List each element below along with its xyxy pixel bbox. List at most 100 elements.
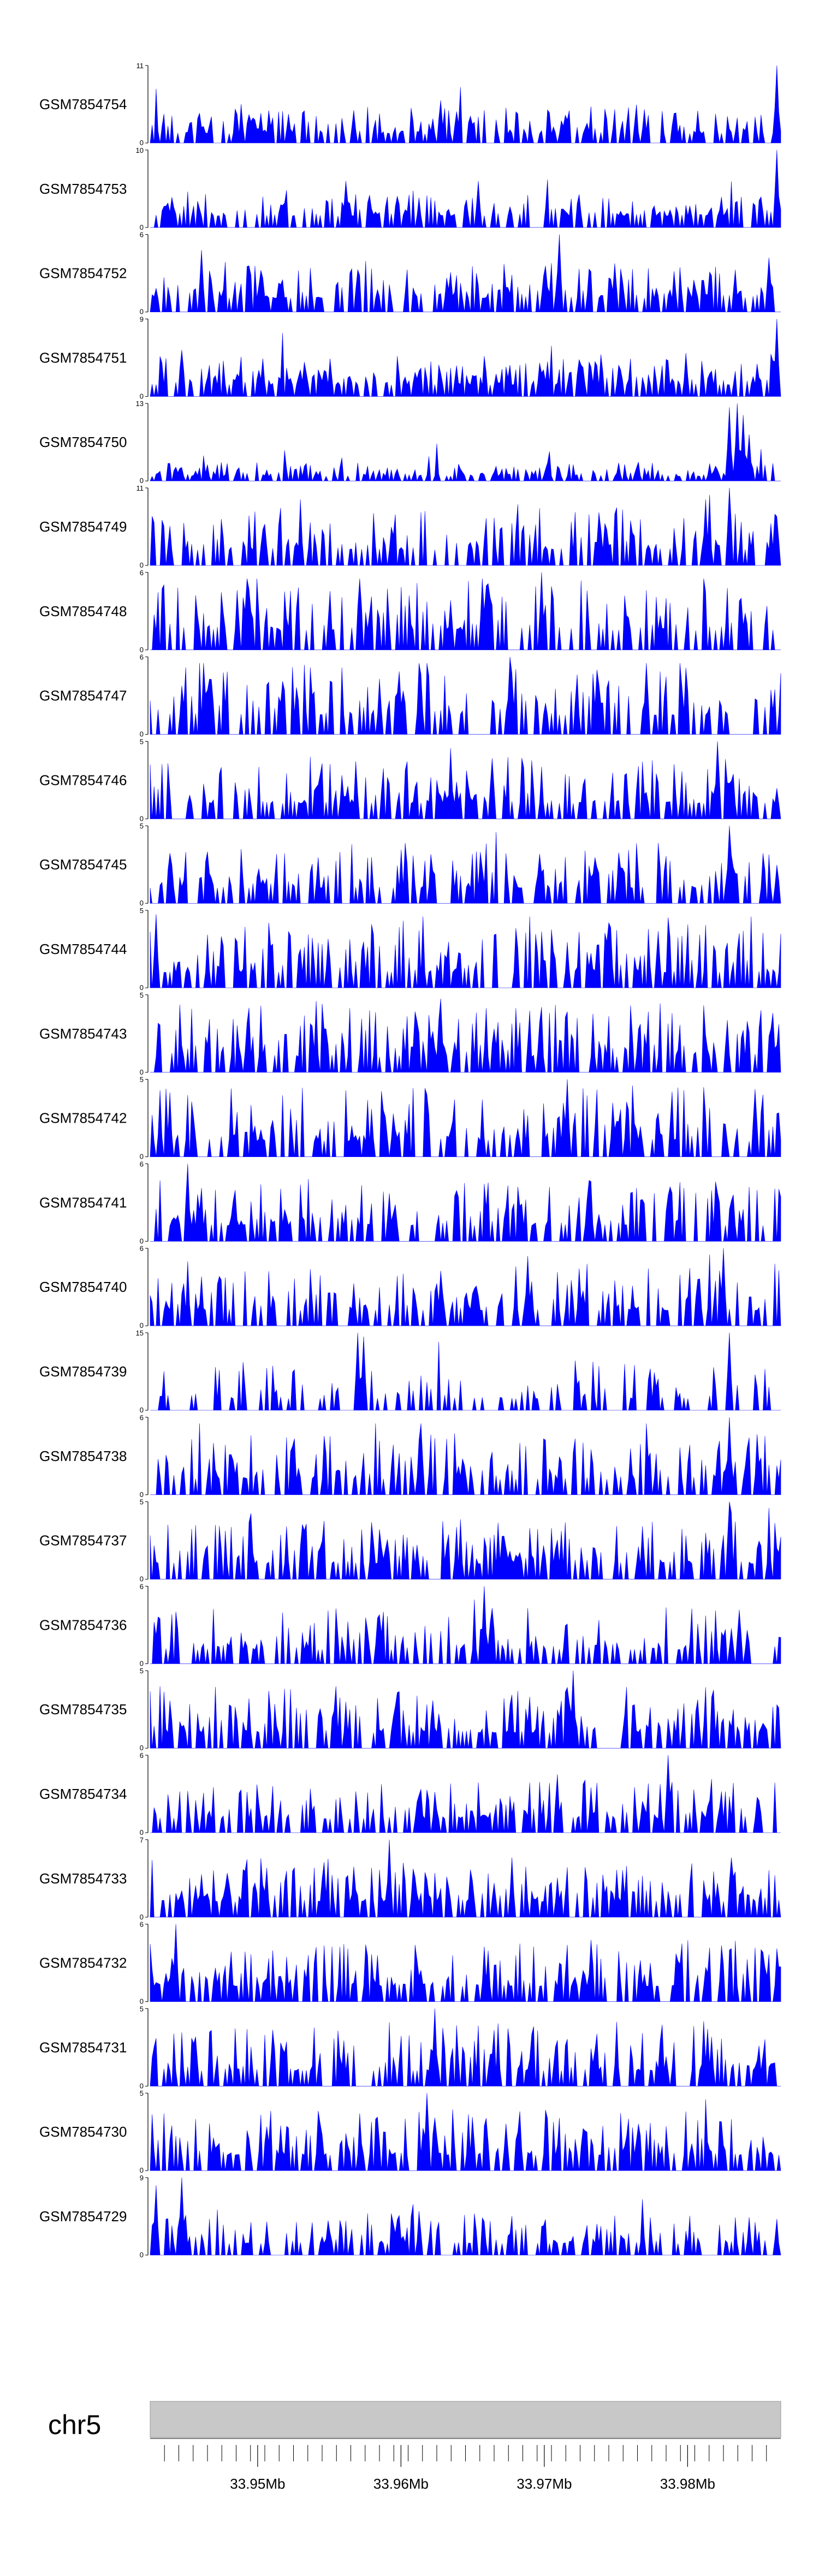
signal-area bbox=[150, 1839, 781, 1918]
track-label: GSM7854742 bbox=[39, 1110, 127, 1126]
track-label: GSM7854745 bbox=[39, 856, 127, 873]
y-max-label: 15 bbox=[136, 1329, 144, 1337]
track-GSM7854729: GSM7854729 9 0 bbox=[39, 2174, 781, 2259]
chromosome-ideogram bbox=[150, 2401, 781, 2438]
y-min-label: 0 bbox=[140, 983, 144, 992]
y-min-label: 0 bbox=[140, 814, 144, 822]
y-min-label: 0 bbox=[140, 1744, 144, 1752]
y-min-label: 0 bbox=[140, 730, 144, 738]
track-GSM7854742: GSM7854742 5 0 bbox=[39, 1076, 781, 1161]
signal-area bbox=[150, 403, 781, 482]
y-min-label: 0 bbox=[140, 1153, 144, 1161]
track-GSM7854738: GSM7854738 6 0 bbox=[39, 1414, 781, 1499]
y-min-label: 0 bbox=[140, 139, 144, 147]
track-label: GSM7854732 bbox=[39, 1955, 127, 1971]
track-label: GSM7854743 bbox=[39, 1025, 127, 1042]
y-min-label: 0 bbox=[140, 392, 144, 400]
track-GSM7854736: GSM7854736 6 0 bbox=[39, 1582, 781, 1667]
y-min-label: 0 bbox=[140, 1575, 144, 1583]
track-label: GSM7854741 bbox=[39, 1194, 127, 1211]
track-GSM7854734: GSM7854734 6 0 bbox=[39, 1751, 781, 1836]
track-GSM7854730: GSM7854730 5 0 bbox=[39, 2089, 781, 2174]
track-label: GSM7854747 bbox=[39, 688, 127, 704]
track-label: GSM7854734 bbox=[39, 1786, 127, 1802]
track-label: GSM7854740 bbox=[39, 1279, 127, 1295]
x-tick-label: 33.95Mb bbox=[230, 2476, 285, 2492]
x-tick-label: 33.96Mb bbox=[373, 2476, 429, 2492]
track-GSM7854743: GSM7854743 5 0 bbox=[39, 991, 781, 1076]
signal-area bbox=[150, 487, 781, 566]
x-tick-label: 33.98Mb bbox=[660, 2476, 715, 2492]
signal-area bbox=[150, 1586, 781, 1664]
y-max-label: 5 bbox=[140, 1498, 144, 1506]
y-max-label: 5 bbox=[140, 907, 144, 915]
track-label: GSM7854748 bbox=[39, 603, 127, 619]
track-GSM7854733: GSM7854733 7 0 bbox=[39, 1836, 781, 1921]
y-max-label: 6 bbox=[140, 1751, 144, 1760]
track-label: GSM7854729 bbox=[39, 2208, 127, 2225]
track-GSM7854739: GSM7854739 15 0 bbox=[39, 1329, 781, 1414]
track-label: GSM7854731 bbox=[39, 2039, 127, 2055]
track-GSM7854749: GSM7854749 11 0 bbox=[39, 484, 781, 569]
track-label: GSM7854754 bbox=[39, 96, 127, 112]
chromosome-label: chr5 bbox=[48, 2410, 101, 2440]
signal-area bbox=[150, 1924, 781, 2002]
signal-area bbox=[150, 2008, 781, 2086]
track-label: GSM7854736 bbox=[39, 1617, 127, 1633]
y-min-label: 0 bbox=[140, 2251, 144, 2259]
track-label: GSM7854735 bbox=[39, 1701, 127, 1718]
track-label: GSM7854749 bbox=[39, 518, 127, 535]
y-min-label: 0 bbox=[140, 476, 144, 485]
y-min-label: 0 bbox=[140, 1321, 144, 1329]
y-min-label: 0 bbox=[140, 1828, 144, 1836]
signal-area bbox=[150, 1417, 781, 1495]
track-GSM7854751: GSM7854751 9 0 bbox=[39, 315, 781, 400]
y-min-label: 0 bbox=[140, 646, 144, 654]
track-GSM7854747: GSM7854747 6 0 bbox=[39, 653, 781, 738]
y-max-label: 11 bbox=[136, 484, 144, 492]
y-min-label: 0 bbox=[140, 1659, 144, 1667]
track-GSM7854748: GSM7854748 6 0 bbox=[39, 569, 781, 654]
track-label: GSM7854750 bbox=[39, 434, 127, 450]
signal-area bbox=[150, 234, 781, 312]
track-label: GSM7854744 bbox=[39, 941, 127, 957]
track-GSM7854753: GSM7854753 10 0 bbox=[39, 146, 781, 231]
y-max-label: 6 bbox=[140, 231, 144, 239]
signal-area bbox=[150, 1671, 781, 1749]
genome-axis: chr5 33.95Mb 33.96Mb 33.97Mb 33.98Mb bbox=[48, 2401, 781, 2492]
track-label: GSM7854746 bbox=[39, 772, 127, 788]
y-min-label: 0 bbox=[140, 2166, 144, 2174]
track-label: GSM7854733 bbox=[39, 1870, 127, 1887]
y-max-label: 6 bbox=[140, 1582, 144, 1590]
y-max-label: 5 bbox=[140, 1076, 144, 1084]
track-GSM7854754: GSM7854754 11 0 bbox=[39, 62, 781, 147]
y-min-label: 0 bbox=[140, 899, 144, 907]
track-label: GSM7854737 bbox=[39, 1533, 127, 1549]
y-min-label: 0 bbox=[140, 1913, 144, 1921]
signal-area bbox=[150, 65, 781, 144]
y-min-label: 0 bbox=[140, 1997, 144, 2006]
track-GSM7854750: GSM7854750 13 0 bbox=[39, 399, 781, 485]
y-max-label: 5 bbox=[140, 2005, 144, 2013]
y-max-label: 10 bbox=[136, 146, 144, 154]
y-min-label: 0 bbox=[140, 1406, 144, 1414]
y-min-label: 0 bbox=[140, 1237, 144, 1245]
track-GSM7854731: GSM7854731 5 0 bbox=[39, 2005, 781, 2090]
track-GSM7854744: GSM7854744 5 0 bbox=[39, 907, 781, 992]
signal-area bbox=[150, 2093, 781, 2171]
y-max-label: 5 bbox=[140, 737, 144, 746]
signal-area bbox=[150, 998, 781, 1073]
y-max-label: 9 bbox=[140, 315, 144, 323]
signal-area bbox=[150, 572, 781, 651]
y-max-label: 6 bbox=[140, 653, 144, 661]
y-max-label: 7 bbox=[140, 1836, 144, 1844]
signal-area bbox=[150, 1332, 781, 1411]
track-GSM7854746: GSM7854746 5 0 bbox=[39, 737, 781, 822]
y-max-label: 9 bbox=[140, 2174, 144, 2182]
y-max-label: 5 bbox=[140, 2089, 144, 2097]
track-GSM7854745: GSM7854745 5 0 bbox=[39, 822, 781, 907]
y-min-label: 0 bbox=[140, 223, 144, 231]
x-tick-label: 33.97Mb bbox=[517, 2476, 572, 2492]
y-min-label: 0 bbox=[140, 2082, 144, 2090]
